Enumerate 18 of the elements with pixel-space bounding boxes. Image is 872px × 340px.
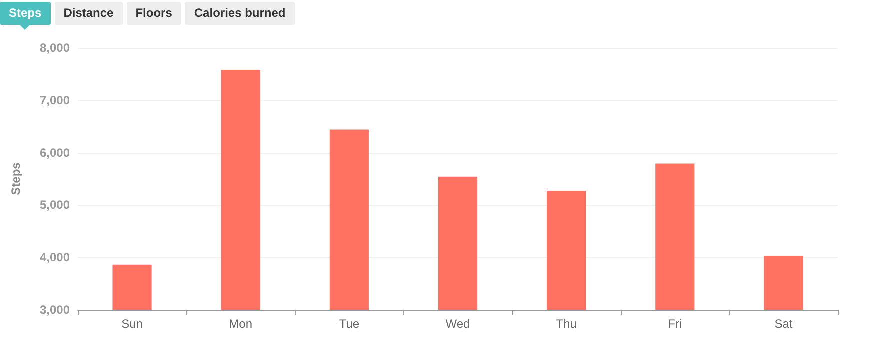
y-tick-label: 5,000 [40,198,70,212]
y-axis-title: Steps [9,162,23,196]
y-tick-label: 4,000 [40,250,70,265]
y-tick-label: 8,000 [40,41,70,55]
x-tick-label: Sat [774,317,794,331]
tab-button: Calories burned [185,2,295,25]
x-tick-label: Fri [668,317,682,331]
y-tick-label: 3,000 [40,303,70,317]
x-tick-label: Mon [229,317,253,331]
tab-button: Distance [54,2,123,25]
y-tick-label: 6,000 [40,146,70,160]
tab-button: Steps [0,2,51,25]
x-tick-label: Thu [556,317,577,331]
x-tick-label: Wed [446,317,470,331]
x-tick-label: Sun [122,317,143,331]
y-tick-label: 7,000 [40,93,70,108]
tab-button: Floors [126,2,182,25]
x-tick-label: Tue [339,317,360,331]
